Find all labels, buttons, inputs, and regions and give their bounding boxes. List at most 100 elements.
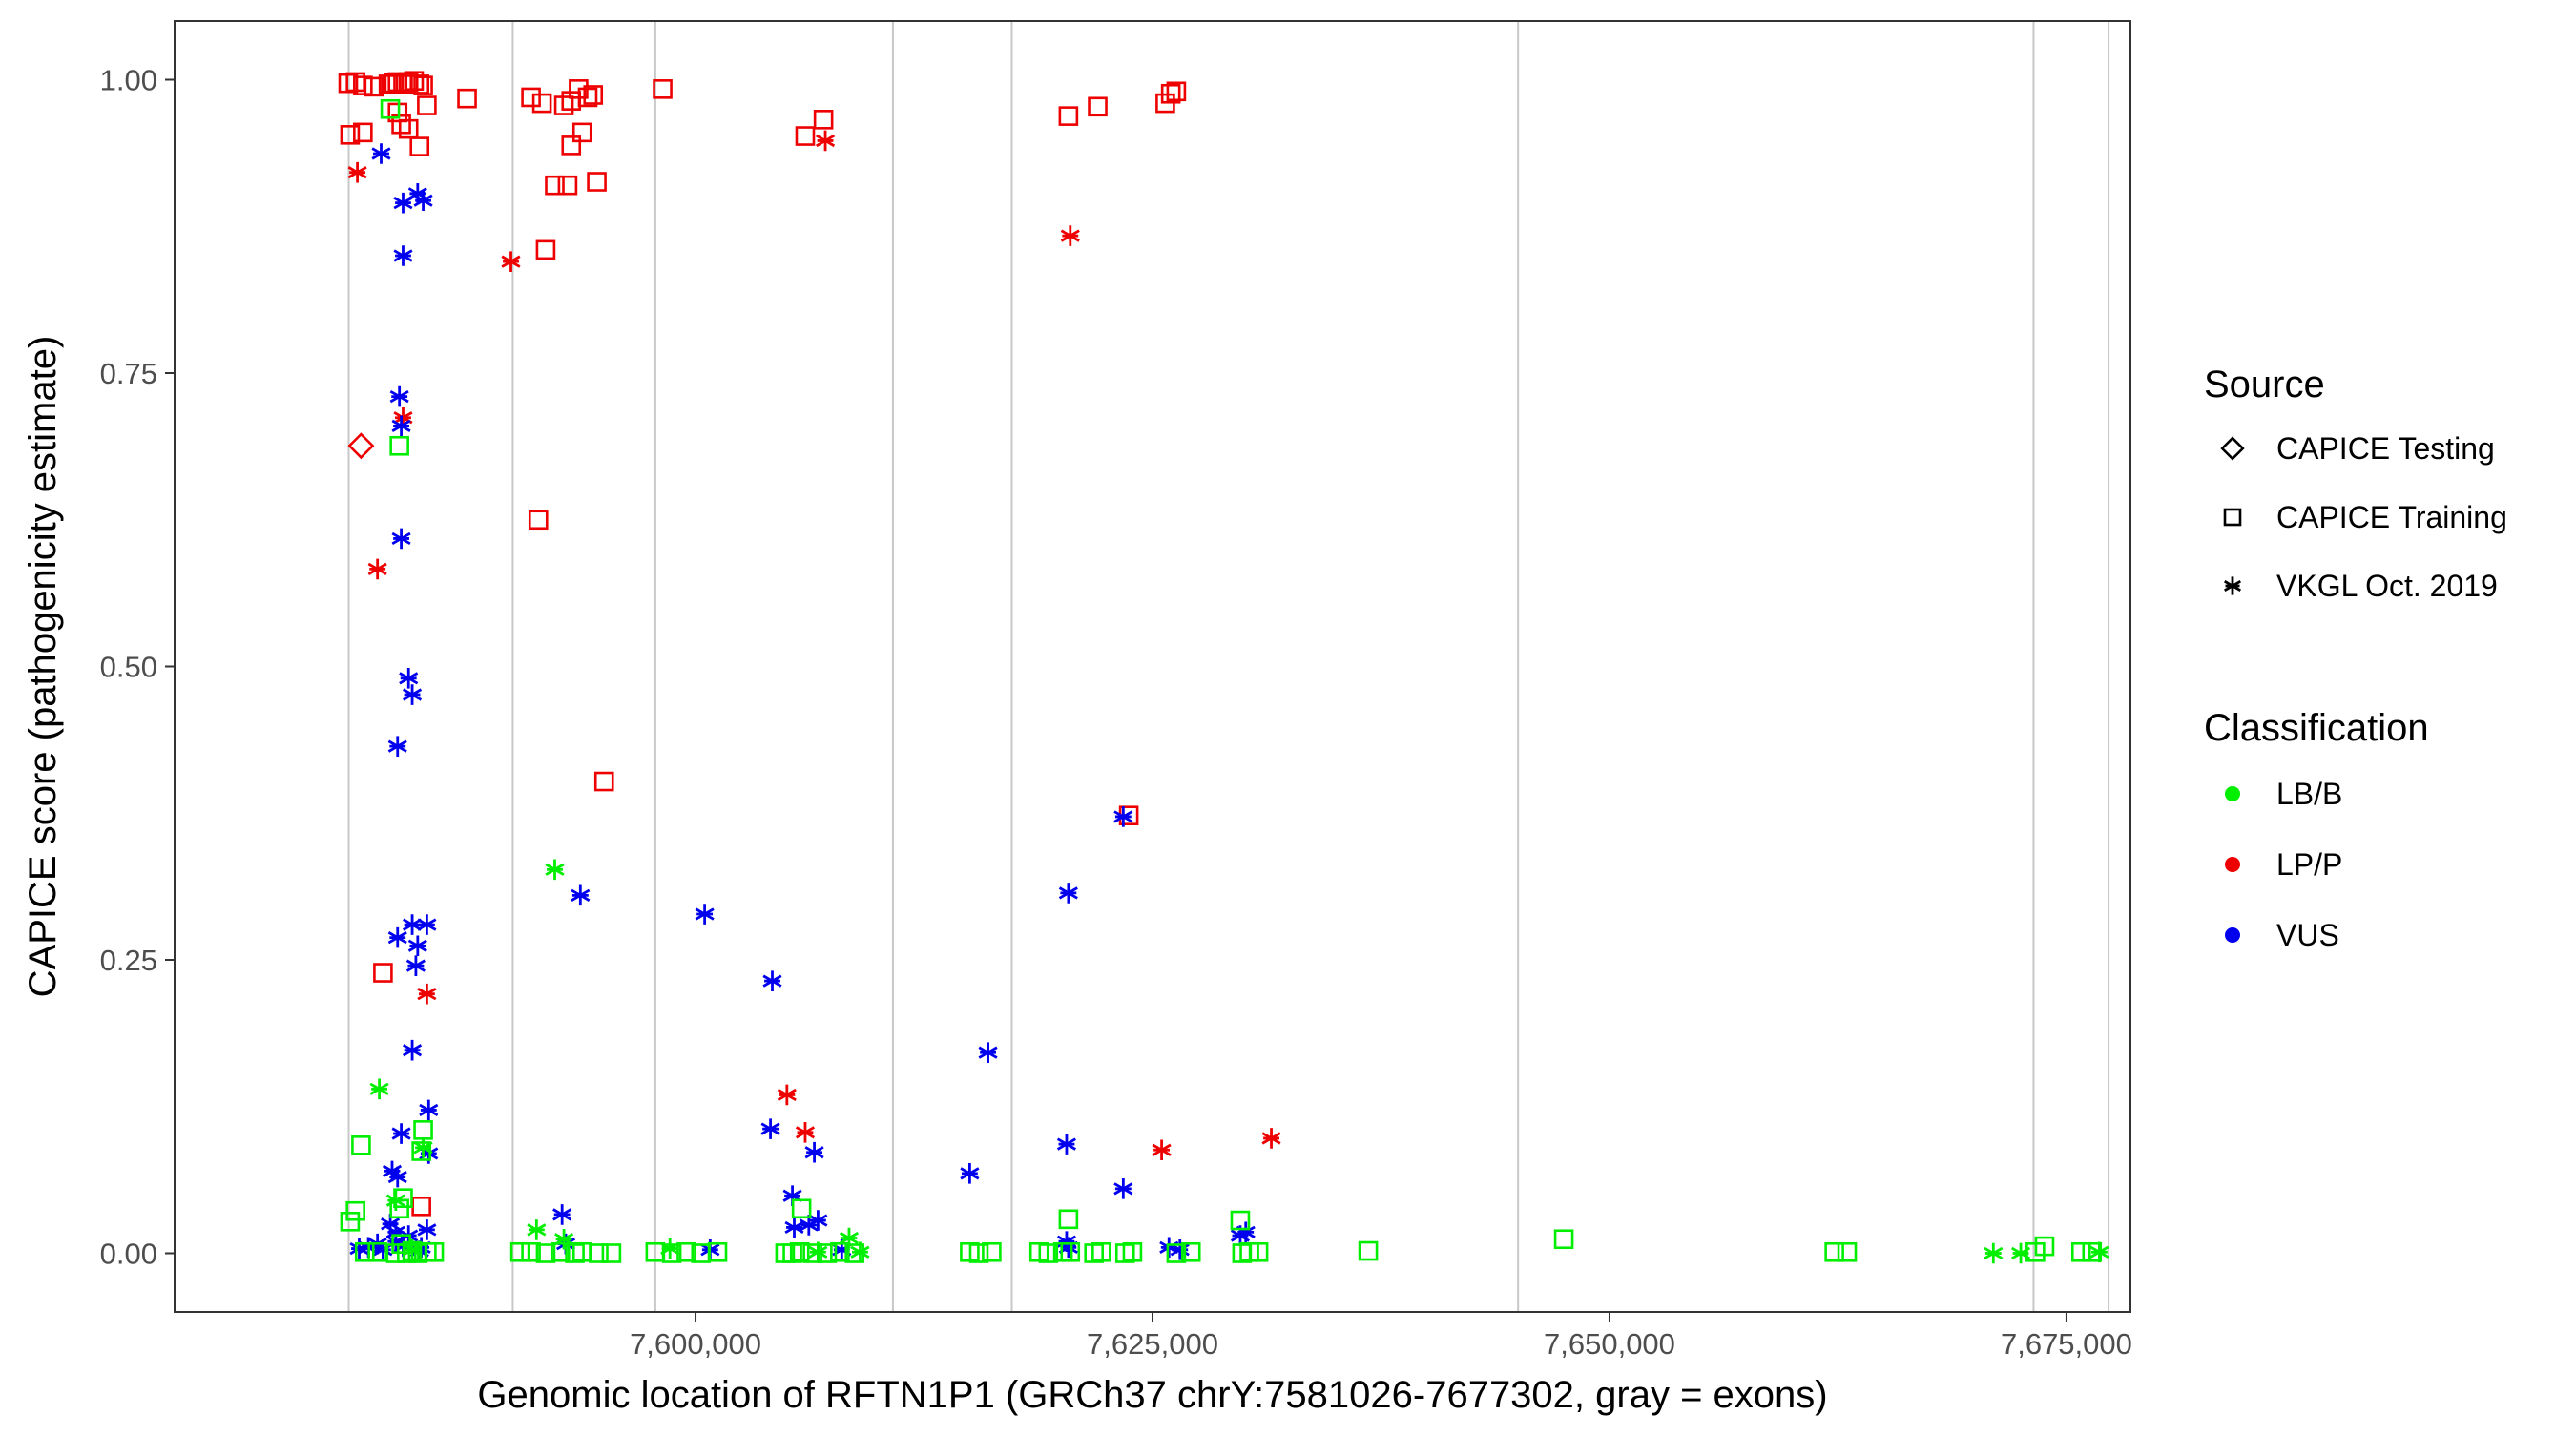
data-point xyxy=(587,172,607,192)
data-point xyxy=(1113,1178,1133,1199)
data-point xyxy=(371,143,391,164)
data-point xyxy=(707,1241,728,1262)
data-point xyxy=(413,1137,433,1158)
data-point xyxy=(403,1239,423,1260)
y-tick-label: 0.00 xyxy=(100,1238,157,1271)
x-tick-label: 7,625,000 xyxy=(1087,1327,1218,1361)
data-point xyxy=(364,76,384,97)
data-point xyxy=(1113,806,1133,827)
legend: Source CAPICE Testing CAPICE Training VKGL… xyxy=(2204,364,2507,952)
x-tick-label: 7,600,000 xyxy=(630,1327,761,1361)
data-point xyxy=(1984,1242,2004,1264)
data-point xyxy=(1084,1243,1104,1263)
data-point xyxy=(373,963,393,983)
data-point xyxy=(1058,1209,1079,1230)
data-point xyxy=(561,91,582,111)
data-point xyxy=(373,1239,393,1260)
data-point xyxy=(554,1228,574,1250)
data-point xyxy=(417,914,437,935)
data-point xyxy=(982,1241,1002,1262)
data-point xyxy=(552,1204,572,1225)
legend-source-title: Source xyxy=(2204,364,2325,406)
data-point xyxy=(380,98,401,119)
data-point xyxy=(593,771,614,792)
data-point xyxy=(1152,1139,1172,1161)
data-point xyxy=(782,1185,802,1207)
data-point xyxy=(345,1200,365,1221)
x-tick-label: 7,650,000 xyxy=(1544,1327,1675,1361)
legend-label: VUS xyxy=(2276,918,2339,952)
data-point xyxy=(413,75,433,95)
data-point xyxy=(1060,225,1080,246)
legend-label: LP/P xyxy=(2276,847,2342,882)
data-point xyxy=(353,75,373,95)
data-point xyxy=(1122,1241,1143,1262)
legend-classification-items: LB/B LP/P VUS xyxy=(2225,777,2342,952)
data-point xyxy=(403,914,423,935)
data-point xyxy=(1114,1243,1135,1263)
data-point xyxy=(784,1217,804,1238)
data-point xyxy=(405,955,426,976)
data-point xyxy=(535,1243,556,1263)
data-point xyxy=(391,1123,411,1144)
legend-marker xyxy=(2223,576,2242,595)
data-point xyxy=(1837,1241,1858,1262)
data-point xyxy=(417,1219,437,1240)
legend-marker xyxy=(2220,436,2245,461)
y-tick-label: 0.25 xyxy=(100,944,157,977)
legend-label: CAPICE Testing xyxy=(2276,431,2495,466)
legend-classification-title: Classification xyxy=(2204,707,2429,749)
data-point xyxy=(545,175,565,196)
data-point xyxy=(531,93,552,114)
data-point xyxy=(528,510,549,531)
data-point xyxy=(403,684,423,705)
data-point xyxy=(795,126,816,146)
data-point xyxy=(393,406,413,428)
data-point xyxy=(521,1241,541,1262)
data-point xyxy=(1261,1128,1281,1149)
data-point xyxy=(968,1243,989,1263)
legend-color-dot xyxy=(2225,857,2240,872)
legend-marker xyxy=(2223,508,2242,527)
data-points xyxy=(338,71,2109,1264)
legend-color-dot xyxy=(2225,786,2240,801)
data-point xyxy=(369,1078,389,1100)
data-point xyxy=(1058,883,1078,904)
data-point xyxy=(791,1198,812,1219)
data-point xyxy=(354,1241,375,1262)
data-point xyxy=(347,161,367,183)
data-point xyxy=(413,190,433,211)
data-point xyxy=(1056,1231,1077,1252)
data-point xyxy=(978,1042,998,1063)
data-point xyxy=(1060,1241,1081,1262)
data-point xyxy=(571,1241,592,1262)
data-point xyxy=(777,1084,797,1106)
data-point xyxy=(583,85,604,105)
data-point xyxy=(2034,1236,2055,1257)
axes: 0.00 0.25 0.50 0.75 1.00 7,600,000 7,625,000 7,… xyxy=(100,64,2132,1362)
data-point xyxy=(571,122,592,143)
data-point xyxy=(789,1241,810,1262)
data-point xyxy=(557,175,578,196)
data-point xyxy=(1058,106,1079,126)
data-point xyxy=(1038,1243,1059,1263)
data-point xyxy=(417,95,437,115)
data-point xyxy=(1180,1241,1201,1262)
data-point xyxy=(419,1143,439,1164)
data-point xyxy=(601,1243,622,1263)
data-point xyxy=(387,736,407,757)
data-point xyxy=(760,1118,780,1139)
x-tick-label: 7,675,000 xyxy=(2001,1327,2132,1361)
data-point xyxy=(1166,1243,1187,1263)
data-point xyxy=(850,1241,870,1263)
data-point xyxy=(409,136,430,156)
y-axis-title: CAPICE score (pathogenicity estimate) xyxy=(22,336,64,998)
data-point xyxy=(457,88,477,109)
legend-label: VKGL Oct. 2019 xyxy=(2276,569,2498,603)
data-point xyxy=(424,1241,445,1262)
data-point xyxy=(387,1166,407,1188)
exon-lines xyxy=(347,21,2110,1312)
data-point xyxy=(417,983,437,1005)
plot-panel-border xyxy=(174,20,2131,1313)
